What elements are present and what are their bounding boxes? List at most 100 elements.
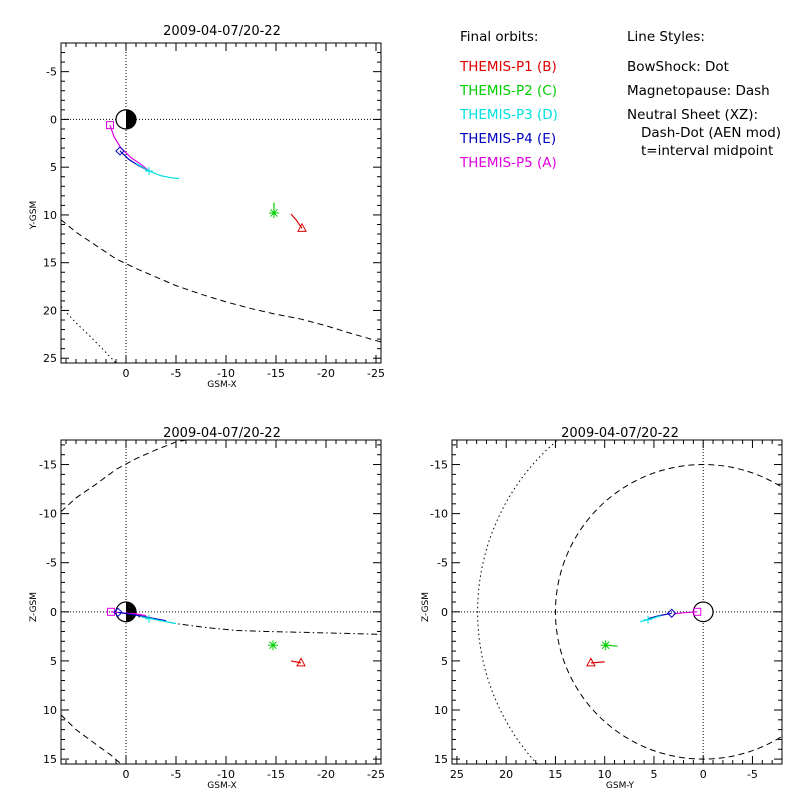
- yz-panel-frame: [451, 439, 783, 765]
- yz-xtick-label: 10: [598, 768, 612, 781]
- xz-xtick-label: -25: [367, 768, 385, 781]
- xz-panel-ylabel: Z-GSM: [29, 592, 39, 622]
- xy-xtick-label: -10: [217, 367, 235, 380]
- yz-xtick-label: 25: [450, 768, 464, 781]
- yz-panel-xlabel: GSM-Y: [606, 781, 635, 791]
- yz-ytick-label: 15: [434, 753, 448, 766]
- yz-ytick-label: -10: [430, 508, 448, 521]
- xz-magnetopause-south-line: [61, 440, 187, 513]
- xy-ytick-label: 20: [43, 304, 57, 317]
- legend-orbits-header: Final orbits:: [460, 29, 538, 45]
- yz-ytick-label: -5: [437, 557, 448, 570]
- xy-panel-ylabel: Y-GSM: [29, 201, 39, 230]
- xz-ytick-label: -10: [39, 508, 57, 521]
- xy-marker-p2: [269, 208, 279, 219]
- yz-bowshock-line: [477, 440, 559, 764]
- xy-earth-night-side: [126, 109, 136, 129]
- xy-bowshock-line: [61, 306, 117, 363]
- xz-ytick-label: -15: [39, 459, 57, 472]
- xz-marker-p4: [113, 607, 123, 618]
- yz-xtick-label: 0: [700, 768, 707, 781]
- xy-xtick-label: -25: [367, 367, 385, 380]
- xz-orbit-p4: [117, 611, 167, 622]
- xy-panel-title: 2009-04-07/20-22: [163, 24, 281, 39]
- xz-ytick-label: 0: [50, 606, 57, 619]
- xy-ytick-label: 5: [50, 161, 57, 174]
- xz-xtick-label: -5: [171, 768, 182, 781]
- xz-orbit-panel: 2009-04-07/20-22 GSM-X Z-GSM 0 -5 -10 -15 -2…: [29, 426, 385, 791]
- xy-marker-p1: [297, 222, 307, 232]
- xz-marker-p1: [296, 657, 306, 667]
- legend-orbit-entries: THEMIS-P1 (B) THEMIS-P2 (C) THEMIS-P3 (D) T…: [459, 59, 558, 171]
- legend-style-1: BowShock: Dot: [627, 59, 729, 75]
- yz-panel-ylabel: Z-GSM: [421, 592, 431, 622]
- xz-xtick-label: 0: [123, 768, 130, 781]
- yz-marker-p4: [666, 608, 677, 618]
- yz-orbit-panel: 2009-04-07/20-22 GSM-Y Z-GSM 25 20 15 10 5 0 -…: [421, 426, 783, 791]
- xz-ytick-label: 15: [43, 753, 57, 766]
- xy-ticks: 0 -5 -10 -15 -20 -25 -5 0 5 10 15 20 25: [43, 42, 385, 380]
- legend-orbit-3: THEMIS-P3 (D): [459, 107, 558, 123]
- yz-ytick-label: 5: [441, 655, 448, 668]
- yz-marker-p1: [586, 657, 596, 667]
- yz-panel-title: 2009-04-07/20-22: [561, 426, 679, 441]
- xz-marker-p3: [145, 614, 153, 623]
- xz-neutral-sheet-line: [115, 613, 381, 635]
- xy-ytick-label: 10: [43, 209, 57, 222]
- xz-panel-frame: [60, 439, 382, 765]
- xz-ytick-label: 10: [43, 704, 57, 717]
- yz-ytick-label: 0: [441, 606, 448, 619]
- xy-marker-p3: [145, 167, 153, 175]
- yz-marker-p5: [693, 607, 702, 616]
- xy-panel-xlabel: GSM-X: [207, 380, 236, 390]
- legend-style-5: t=interval midpoint: [641, 143, 773, 159]
- xy-ytick-label: 0: [50, 113, 57, 126]
- xy-xtick-label: -20: [317, 367, 335, 380]
- yz-orbit-p5: [673, 611, 698, 615]
- xy-ytick-label: -5: [46, 66, 57, 79]
- xz-orbit-p5: [110, 611, 147, 617]
- xy-xtick-label: -15: [267, 367, 285, 380]
- legend-orbit-5: THEMIS-P5 (A): [459, 155, 557, 171]
- xz-marker-p2: [268, 640, 278, 651]
- xz-ticks: 0 -5 -10 -15 -20 -25 -15 -10 -5 0 5 10 15: [39, 440, 385, 781]
- xy-orbit-p1: [290, 213, 303, 229]
- xy-orbit-p3: [135, 162, 180, 180]
- xy-xtick-label: 0: [123, 367, 130, 380]
- legend-style-3: Neutral Sheet (XZ):: [627, 107, 758, 123]
- legend-styles-header: Line Styles:: [627, 29, 705, 45]
- yz-marker-p3: [644, 615, 653, 624]
- xz-orbit-p3: [140, 616, 177, 625]
- xz-panel-xlabel: GSM-X: [207, 781, 236, 791]
- yz-ytick-label: 10: [434, 704, 448, 717]
- legend: Final orbits: Line Styles: THEMIS-P1 (B)…: [459, 29, 781, 171]
- legend-orbit-2: THEMIS-P2 (C): [459, 83, 557, 99]
- legend-orbit-4: THEMIS-P4 (E): [459, 131, 556, 147]
- legend-style-4: Dash-Dot (AEN mod): [641, 125, 781, 141]
- xy-marker-p4: [115, 146, 125, 156]
- yz-xtick-label: 20: [499, 768, 513, 781]
- xy-ytick-label: 15: [43, 257, 57, 270]
- xz-earth-night-side: [126, 602, 136, 622]
- yz-ticks: 25 20 15 10 5 0 -5 -15 -10 -5 0 5 10 15: [430, 440, 783, 781]
- legend-orbit-1: THEMIS-P1 (B): [459, 59, 557, 75]
- legend-style-entries: BowShock: Dot Magnetopause: Dash Neutral S…: [627, 59, 781, 159]
- xz-panel-title: 2009-04-07/20-22: [163, 426, 281, 441]
- xz-xtick-label: -15: [267, 768, 285, 781]
- xz-magnetopause-north-line: [61, 714, 122, 764]
- xy-orbit-panel: 2009-04-07/20-22 GSM-X Y-GSM 0 -5 -10 -15 -2…: [29, 24, 385, 390]
- xz-ytick-label: 5: [50, 655, 57, 668]
- xy-orbit-p5: [109, 124, 149, 171]
- xy-ytick-label: 25: [43, 352, 57, 365]
- xy-xtick-label: -5: [171, 367, 182, 380]
- xz-xtick-label: -10: [217, 768, 235, 781]
- xz-xtick-label: -20: [317, 768, 335, 781]
- yz-marker-p2: [600, 640, 611, 651]
- yz-orbit-p3: [640, 615, 662, 623]
- yz-xtick-label: -5: [747, 768, 758, 781]
- legend-style-2: Magnetopause: Dash: [627, 83, 770, 99]
- yz-ytick-label: -15: [430, 459, 448, 472]
- xy-panel-frame: [60, 42, 382, 364]
- xz-ytick-label: -5: [46, 557, 57, 570]
